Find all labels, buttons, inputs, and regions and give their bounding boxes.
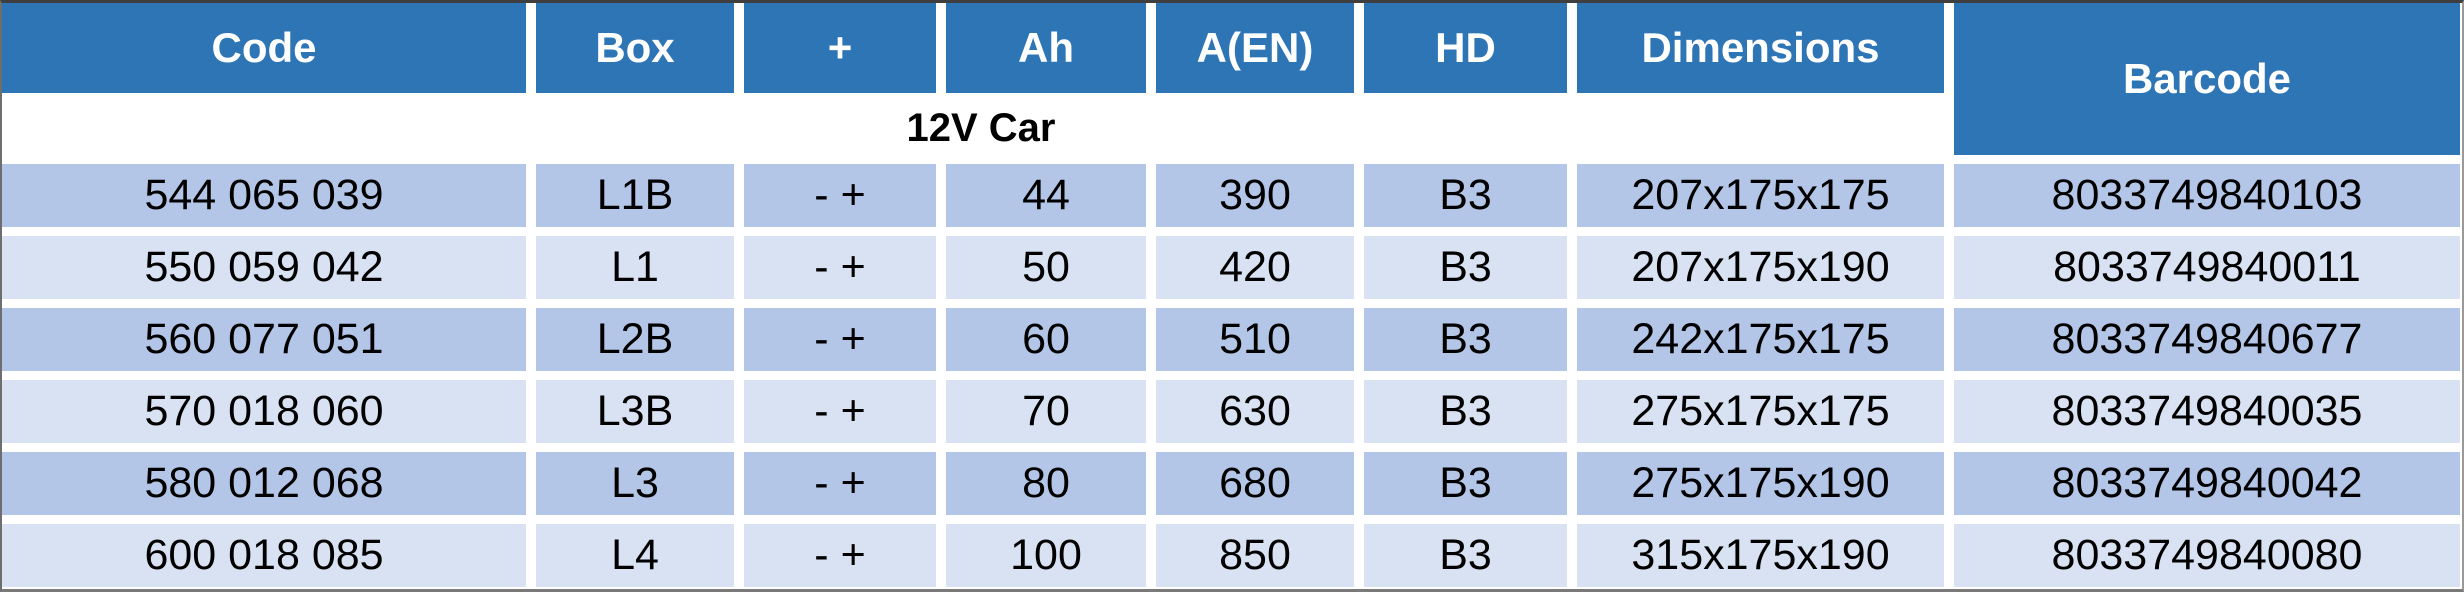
cell-code: 550 059 042: [2, 236, 536, 308]
cell-hd: B3: [1364, 236, 1577, 308]
cell-polarity: - +: [744, 164, 946, 236]
cell-dimensions: 242x175x175: [1577, 308, 1954, 380]
cell-hd: B3: [1364, 380, 1577, 452]
cell-box: L1: [536, 236, 744, 308]
table-row: 580 012 068 L3 - + 80 680 B3 275x175x190…: [2, 452, 2460, 524]
cell-dimensions: 207x175x175: [1577, 164, 1954, 236]
cell-ah: 70: [946, 380, 1156, 452]
cell-polarity: - +: [744, 308, 946, 380]
cell-dimensions: 275x175x175: [1577, 380, 1954, 452]
col-header-aen: A(EN): [1156, 3, 1364, 102]
cell-hd: B3: [1364, 164, 1577, 236]
cell-ah: 100: [946, 524, 1156, 587]
col-header-dimensions: Dimensions: [1577, 3, 1954, 102]
cell-aen: 630: [1156, 380, 1364, 452]
cell-code: 560 077 051: [2, 308, 536, 380]
cell-polarity: - +: [744, 452, 946, 524]
cell-hd: B3: [1364, 452, 1577, 524]
cell-aen: 850: [1156, 524, 1364, 587]
cell-barcode: 8033749840042: [1954, 452, 2460, 524]
cell-ah: 50: [946, 236, 1156, 308]
cell-hd: B3: [1364, 524, 1577, 587]
col-header-box: Box: [536, 3, 744, 102]
table-row: 560 077 051 L2B - + 60 510 B3 242x175x17…: [2, 308, 2460, 380]
cell-code: 544 065 039: [2, 164, 536, 236]
cell-aen: 510: [1156, 308, 1364, 380]
cell-box: L2B: [536, 308, 744, 380]
cell-code: 600 018 085: [2, 524, 536, 587]
cell-barcode: 8033749840035: [1954, 380, 2460, 452]
cell-polarity: - +: [744, 236, 946, 308]
cell-barcode: 8033749840677: [1954, 308, 2460, 380]
cell-code: 580 012 068: [2, 452, 536, 524]
cell-aen: 390: [1156, 164, 1364, 236]
col-header-ah: Ah: [946, 3, 1156, 102]
battery-spec-table: Code Box + Ah A(EN) HD Dimensions Barcod…: [2, 3, 2460, 587]
cell-hd: B3: [1364, 308, 1577, 380]
cell-box: L1B: [536, 164, 744, 236]
col-header-barcode: Barcode: [1954, 3, 2460, 164]
cell-polarity: - +: [744, 524, 946, 587]
cell-ah: 80: [946, 452, 1156, 524]
cell-ah: 44: [946, 164, 1156, 236]
table-row: 570 018 060 L3B - + 70 630 B3 275x175x17…: [2, 380, 2460, 452]
col-header-hd: HD: [1364, 3, 1577, 102]
cell-aen: 420: [1156, 236, 1364, 308]
cell-barcode: 8033749840011: [1954, 236, 2460, 308]
cell-code: 570 018 060: [2, 380, 536, 452]
cell-dimensions: 207x175x190: [1577, 236, 1954, 308]
cell-box: L3B: [536, 380, 744, 452]
section-label-12v-car: 12V Car: [2, 102, 1954, 164]
table-row: 544 065 039 L1B - + 44 390 B3 207x175x17…: [2, 164, 2460, 236]
cell-barcode: 8033749840080: [1954, 524, 2460, 587]
cell-barcode: 8033749840103: [1954, 164, 2460, 236]
cell-polarity: - +: [744, 380, 946, 452]
cell-dimensions: 275x175x190: [1577, 452, 1954, 524]
section-row: 12V Car: [2, 102, 2460, 164]
header-row: Code Box + Ah A(EN) HD Dimensions Barcod…: [2, 3, 2460, 164]
cell-dimensions: 315x175x190: [1577, 524, 1954, 587]
col-header-code: Code: [2, 3, 536, 102]
cell-box: L3: [536, 452, 744, 524]
table-row: 600 018 085 L4 - + 100 850 B3 315x175x19…: [2, 524, 2460, 587]
cell-box: L4: [536, 524, 744, 587]
col-header-polarity: +: [744, 3, 946, 102]
cell-aen: 680: [1156, 452, 1364, 524]
cell-ah: 60: [946, 308, 1156, 380]
table-row: 550 059 042 L1 - + 50 420 B3 207x175x190…: [2, 236, 2460, 308]
